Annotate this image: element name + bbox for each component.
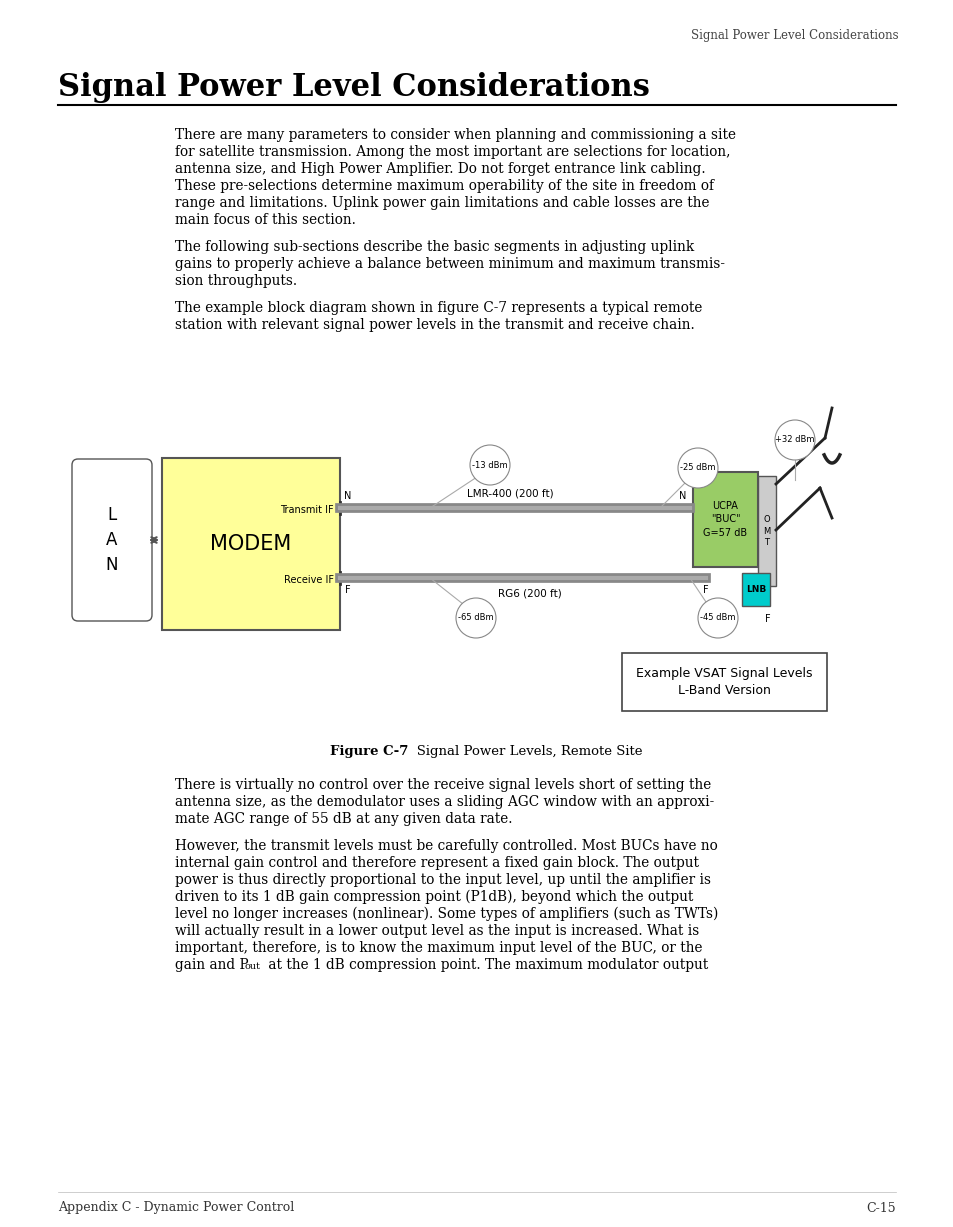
Text: LMR-400 (200 ft): LMR-400 (200 ft) [466, 488, 553, 498]
Text: out: out [245, 962, 261, 971]
Text: LNB: LNB [745, 585, 765, 594]
Bar [621, 653, 826, 710]
Text: -13 dBm: -13 dBm [472, 460, 507, 470]
Text: The following sub-sections describe the basic segments in adjusting uplink: The following sub-sections describe the … [174, 240, 694, 254]
Bar [758, 476, 775, 587]
FancyBboxPatch shape [71, 459, 152, 621]
Text: internal gain control and therefore represent a fixed gain block. The output: internal gain control and therefore repr… [174, 856, 699, 870]
Circle shape [698, 598, 738, 638]
Text: will actually result in a lower output level as the input is increased. What is: will actually result in a lower output l… [174, 924, 699, 937]
Text: driven to its 1 dB gain compression point (P1dB), beyond which the output: driven to its 1 dB gain compression poin… [174, 890, 693, 904]
Text: Appendix C - Dynamic Power Control: Appendix C - Dynamic Power Control [58, 1201, 294, 1215]
Text: These pre-selections determine maximum operability of the site in freedom of: These pre-selections determine maximum o… [174, 179, 713, 193]
Text: Transmit IF: Transmit IF [280, 506, 334, 515]
Text: The example block diagram shown in figure C-7 represents a typical remote: The example block diagram shown in figur… [174, 301, 701, 315]
Text: -45 dBm: -45 dBm [700, 614, 735, 622]
Bar [162, 458, 339, 629]
Text: main focus of this section.: main focus of this section. [174, 213, 355, 227]
Text: -25 dBm: -25 dBm [679, 464, 715, 472]
Text: range and limitations. Uplink power gain limitations and cable losses are the: range and limitations. Uplink power gain… [174, 196, 709, 210]
Text: Signal Power Levels, Remote Site: Signal Power Levels, Remote Site [403, 745, 641, 758]
Text: Signal Power Level Considerations: Signal Power Level Considerations [691, 28, 898, 42]
Text: N: N [344, 491, 352, 501]
Text: O
M
T: O M T [762, 515, 770, 546]
Bar [741, 573, 769, 606]
Text: UCPA
"BUC"
G=57 dB: UCPA "BUC" G=57 dB [702, 502, 747, 537]
Circle shape [774, 420, 814, 460]
Text: important, therefore, is to know the maximum input level of the BUC, or the: important, therefore, is to know the max… [174, 941, 701, 955]
Text: -65 dBm: -65 dBm [457, 614, 494, 622]
Text: Receive IF: Receive IF [284, 575, 334, 585]
Text: station with relevant signal power levels in the transmit and receive chain.: station with relevant signal power level… [174, 318, 694, 333]
Text: F: F [702, 585, 708, 595]
Text: There is virtually no control over the receive signal levels short of setting th: There is virtually no control over the r… [174, 778, 711, 791]
Text: F: F [764, 614, 770, 625]
Text: gain and P: gain and P [174, 958, 249, 972]
Text: sion throughputs.: sion throughputs. [174, 274, 296, 288]
Text: MODEM: MODEM [211, 534, 292, 555]
Text: L
A
N: L A N [106, 506, 118, 574]
Text: for satellite transmission. Among the most important are selections for location: for satellite transmission. Among the mo… [174, 145, 730, 160]
Text: There are many parameters to consider when planning and commissioning a site: There are many parameters to consider wh… [174, 128, 735, 142]
Text: mate AGC range of 55 dB at any given data rate.: mate AGC range of 55 dB at any given dat… [174, 812, 512, 826]
Text: power is thus directly proportional to the input level, up until the amplifier i: power is thus directly proportional to t… [174, 872, 710, 887]
Text: F: F [345, 585, 351, 595]
Text: gains to properly achieve a balance between minimum and maximum transmis-: gains to properly achieve a balance betw… [174, 256, 724, 271]
Text: RG6 (200 ft): RG6 (200 ft) [497, 588, 561, 598]
Text: at the 1 dB compression point. The maximum modulator output: at the 1 dB compression point. The maxim… [264, 958, 707, 972]
Circle shape [456, 598, 496, 638]
Circle shape [678, 448, 718, 488]
Text: +32 dBm: +32 dBm [775, 436, 814, 444]
Text: However, the transmit levels must be carefully controlled. Most BUCs have no: However, the transmit levels must be car… [174, 839, 717, 853]
Text: Example VSAT Signal Levels: Example VSAT Signal Levels [636, 666, 812, 680]
Circle shape [470, 445, 510, 485]
Text: L-Band Version: L-Band Version [678, 685, 770, 697]
Text: Figure C-7: Figure C-7 [330, 745, 408, 758]
Text: antenna size, and High Power Amplifier. Do not forget entrance link cabling.: antenna size, and High Power Amplifier. … [174, 162, 705, 175]
Text: antenna size, as the demodulator uses a sliding AGC window with an approxi-: antenna size, as the demodulator uses a … [174, 795, 714, 809]
Text: C-15: C-15 [865, 1201, 895, 1215]
Text: level no longer increases (nonlinear). Some types of amplifiers (such as TWTs): level no longer increases (nonlinear). S… [174, 907, 718, 921]
Text: N: N [679, 491, 686, 501]
Bar [692, 472, 758, 567]
Text: Signal Power Level Considerations: Signal Power Level Considerations [58, 72, 649, 103]
